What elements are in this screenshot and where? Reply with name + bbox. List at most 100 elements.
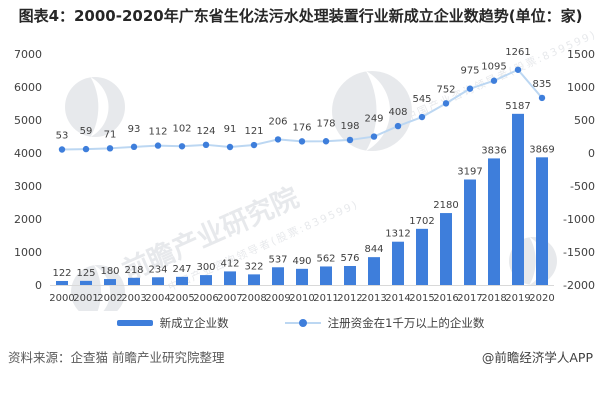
line-marker bbox=[82, 146, 90, 153]
line-marker bbox=[274, 136, 282, 143]
right-axis-tick-label: 500 bbox=[574, 114, 595, 127]
line-marker bbox=[58, 146, 66, 153]
line-marker bbox=[250, 142, 258, 149]
bar bbox=[320, 266, 332, 286]
bar bbox=[368, 257, 380, 286]
line-value-label: 71 bbox=[104, 130, 117, 141]
bar-value-labels: 122 125 180 218 234 247 300 412 322 537 490 562 576 8… bbox=[52, 101, 554, 279]
bar bbox=[440, 213, 452, 286]
right-axis-tick-label: 1500 bbox=[567, 48, 595, 61]
source-note: 资料来源：企查猫 前瞻产业研究院整理 bbox=[8, 350, 225, 366]
bar bbox=[488, 158, 500, 286]
line-marker bbox=[202, 141, 210, 149]
bar bbox=[392, 242, 404, 286]
line-marker bbox=[466, 85, 474, 93]
x-axis-tick-label: 2002 bbox=[97, 293, 122, 304]
line-marker bbox=[226, 144, 234, 151]
line-value-label: 545 bbox=[412, 94, 431, 105]
bar bbox=[248, 274, 260, 286]
left-axis-labels: 0 1000 2000 3000 4000 5000 6000 7000 bbox=[14, 48, 42, 292]
line-value-label: 178 bbox=[316, 119, 335, 130]
x-axis-tick-label: 2000 bbox=[49, 293, 74, 304]
legend-label-bar: 新成立企业数 bbox=[159, 316, 229, 331]
left-axis-tick-label: 3000 bbox=[14, 180, 42, 193]
bar bbox=[104, 279, 116, 286]
bar bbox=[200, 275, 212, 286]
watermark-logo-icon bbox=[71, 265, 125, 312]
left-axis-tick-label: 5000 bbox=[14, 114, 42, 127]
bar bbox=[464, 179, 476, 286]
line-marker bbox=[322, 138, 330, 145]
legend: 新成立企业数 注册资金在1千万以上的企业数 bbox=[0, 313, 601, 333]
x-axis-tick-label: 2004 bbox=[145, 293, 170, 304]
right-axis-tick-label: 1000 bbox=[567, 81, 595, 94]
bar-value-label: 300 bbox=[196, 262, 215, 273]
x-axis-tick-label: 2011 bbox=[313, 293, 338, 304]
line-value-label: 206 bbox=[268, 117, 287, 128]
line-markers bbox=[58, 66, 546, 153]
line-value-label: 975 bbox=[460, 66, 479, 77]
line-marker bbox=[370, 133, 378, 141]
line-swatch-icon bbox=[284, 319, 321, 328]
x-axis-tick-label: 2009 bbox=[265, 293, 290, 304]
bar-value-label: 537 bbox=[268, 255, 287, 266]
line-value-label: 93 bbox=[128, 124, 141, 135]
bar bbox=[80, 281, 92, 286]
left-axis-tick-label: 1000 bbox=[14, 246, 42, 259]
line-marker bbox=[394, 123, 402, 130]
line-value-label: 1261 bbox=[505, 47, 530, 58]
line-value-label: 249 bbox=[364, 114, 383, 125]
bar-value-label: 412 bbox=[220, 259, 239, 270]
chart-canvas: 前瞻产业研究院中国产业咨询领导者(股票:839599)中国产业咨询领导者(股票:… bbox=[14, 29, 599, 312]
line-marker bbox=[130, 143, 138, 151]
x-axis-tick-label: 2007 bbox=[217, 293, 242, 304]
bar-value-label: 218 bbox=[124, 265, 143, 276]
left-axis-tick-label: 2000 bbox=[14, 213, 42, 226]
bar-value-label: 576 bbox=[340, 253, 359, 264]
legend-label-line: 注册资金在1千万以上的企业数 bbox=[327, 316, 485, 331]
line-series bbox=[61, 69, 543, 151]
line-marker bbox=[538, 94, 546, 102]
line-value-label: 124 bbox=[196, 126, 215, 137]
bar-value-label: 3869 bbox=[529, 145, 554, 156]
bar-value-label: 562 bbox=[316, 254, 335, 265]
watermark-logo-icon bbox=[65, 77, 125, 138]
line-value-label: 91 bbox=[224, 124, 237, 135]
bar-value-label: 322 bbox=[244, 262, 263, 273]
bar-swatch-icon bbox=[116, 320, 153, 327]
bar-value-label: 2180 bbox=[433, 200, 458, 211]
left-axis-tick-label: 4000 bbox=[14, 147, 42, 160]
credit-note: @前瞻经济学人APP bbox=[481, 350, 593, 366]
bar-value-label: 247 bbox=[172, 264, 191, 275]
x-axis-tick-label: 2005 bbox=[169, 293, 194, 304]
line-marker bbox=[106, 145, 114, 152]
line-value-label: 835 bbox=[532, 79, 551, 90]
x-axis-tick-label: 2010 bbox=[289, 293, 314, 304]
legend-item-bar-series: 新成立企业数 bbox=[116, 315, 229, 331]
bar-value-label: 180 bbox=[100, 266, 119, 277]
x-axis-tick-label: 2014 bbox=[385, 293, 410, 304]
right-axis-tick-label: -500 bbox=[570, 180, 595, 193]
line-marker bbox=[298, 138, 306, 145]
x-axis-tick-label: 2020 bbox=[529, 293, 554, 304]
bar bbox=[272, 267, 284, 286]
line-value-label: 198 bbox=[340, 121, 359, 132]
left-axis-tick-label: 6000 bbox=[14, 81, 42, 94]
line-value-label: 53 bbox=[56, 131, 69, 142]
right-axis-tick-label: 0 bbox=[588, 147, 595, 160]
bar-value-label: 1312 bbox=[385, 229, 410, 240]
left-axis-tick-label: 0 bbox=[35, 279, 42, 292]
bar bbox=[224, 271, 236, 286]
x-axis-tick-label: 2003 bbox=[121, 293, 146, 304]
line-marker bbox=[418, 114, 426, 121]
line-marker bbox=[346, 137, 354, 144]
x-axis-tick-label: 2013 bbox=[361, 293, 386, 304]
bar bbox=[536, 157, 548, 286]
legend-item-line-series: 注册资金在1千万以上的企业数 bbox=[284, 315, 485, 331]
x-axis-tick-label: 2001 bbox=[73, 293, 98, 304]
bar bbox=[344, 266, 356, 286]
line-value-label: 1095 bbox=[481, 62, 506, 73]
bar bbox=[176, 277, 188, 286]
bar bbox=[512, 114, 524, 286]
